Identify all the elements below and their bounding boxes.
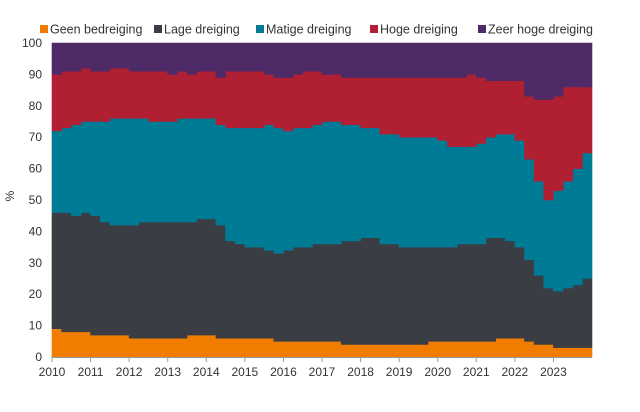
x-tick-label: 2013 [154,365,181,379]
x-tick-label: 2011 [78,365,104,379]
y-axis-ticks: 0 10 20 30 40 50 60 70 80 90 100 [22,36,42,364]
y-tick-label: 90 [29,67,43,81]
x-tick-label: 2015 [232,365,259,379]
x-tick-label: 2023 [540,365,567,379]
legend-label: Matige dreiging [266,23,352,37]
x-tick-label: 2022 [502,365,529,379]
x-tick-label: 2010 [39,365,66,379]
legend-swatch [478,25,486,33]
y-axis-label: % [3,190,17,201]
legend-label: Geen bedreiging [50,23,142,37]
legend-label: Hoge dreiging [380,23,458,37]
x-tick-label: 2016 [270,365,297,379]
legend-swatch [370,25,378,33]
x-tick-label: 2019 [386,365,413,379]
y-tick-label: 100 [22,36,42,50]
x-tick-label: 2014 [193,365,220,379]
legend-item-zeer-hoge-dreiging: Zeer hoge dreiging [478,23,593,37]
x-tick-label: 2020 [424,365,451,379]
legend: Geen bedreiging Lage dreiging Matige dreig… [40,23,593,37]
x-tick-label: 2018 [347,365,374,379]
legend-label: Zeer hoge dreiging [488,23,593,37]
x-axis-ticks: 2010 2011 2012 2013 2014 2015 2016 2017 2018 2019… [39,357,567,379]
legend-item-matige-dreiging: Matige dreiging [256,23,352,37]
x-tick-label: 2017 [309,365,336,379]
y-tick-label: 50 [29,193,43,207]
legend-item-geen-bedreiging: Geen bedreiging [40,23,142,37]
legend-swatch [256,25,264,33]
y-tick-label: 20 [29,287,43,301]
plot-area [51,42,593,358]
y-tick-label: 70 [29,130,43,144]
legend-label: Lage dreiging [164,23,240,37]
y-tick-label: 30 [29,256,43,270]
x-tick-label: 2021 [463,365,490,379]
y-tick-label: 10 [29,319,43,333]
x-tick-label: 2012 [116,365,143,379]
legend-item-lage-dreiging: Lage dreiging [154,23,240,37]
legend-item-hoge-dreiging: Hoge dreiging [370,23,458,37]
y-tick-label: 60 [29,162,43,176]
y-tick-label: 0 [35,350,42,364]
y-tick-label: 80 [29,99,43,113]
legend-swatch [40,25,48,33]
legend-swatch [154,25,162,33]
y-tick-label: 40 [29,224,43,238]
area-zeer-hoge-dreiging [51,42,593,100]
